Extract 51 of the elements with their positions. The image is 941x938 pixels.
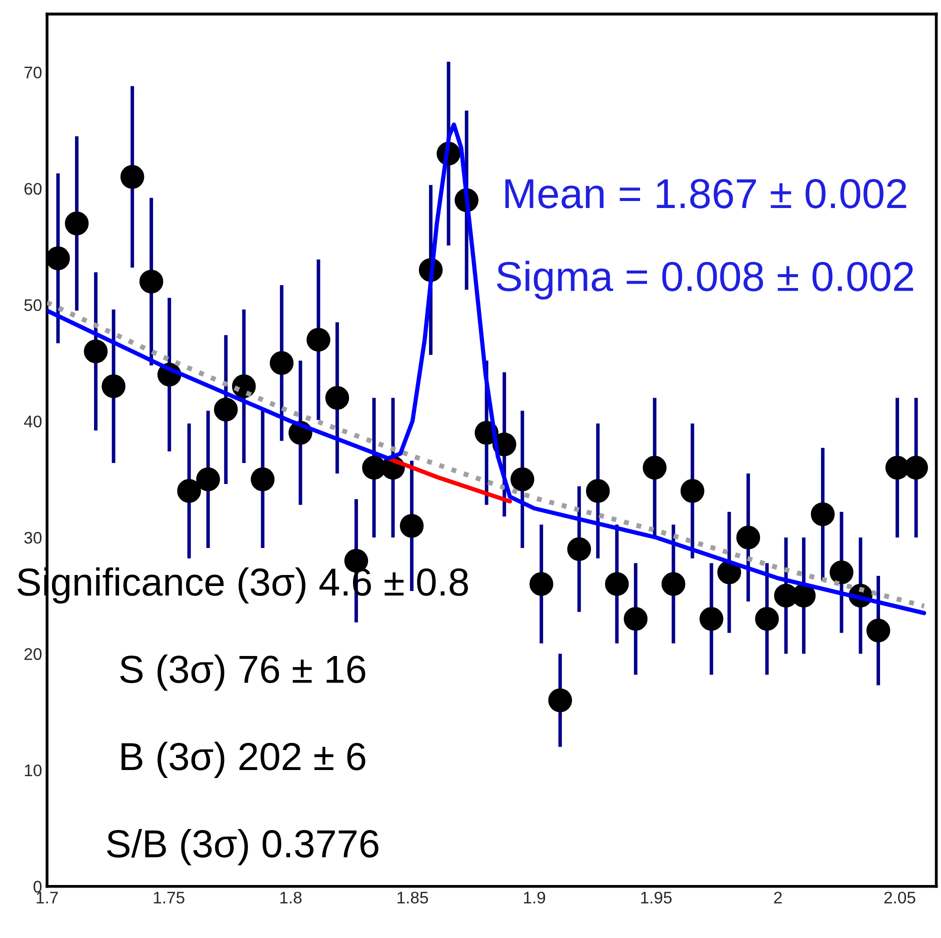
x-tick-label: 1.8 [280,892,302,904]
point [214,398,238,422]
x-tick-label: 1.85 [398,892,428,904]
point [810,502,835,526]
point [139,270,164,294]
point [47,246,70,270]
y-tick-label: 0 [34,880,42,893]
annotation: S (3σ) 76 ± 16 [120,654,366,691]
point [510,467,534,492]
x-tick-label: 1.7 [36,892,58,904]
point [196,467,220,492]
point [605,572,629,596]
point [325,386,350,410]
point [306,328,330,352]
x-tick-label: 1.95 [641,892,672,904]
point [642,456,667,480]
point [700,607,724,631]
annotation: Sigma = 0.008 ± 0.002 [496,260,914,300]
point [830,560,854,584]
annotation: Mean = 1.867 ± 0.002 [505,178,906,208]
annotation: B (3σ) 202 ± 6 [122,742,366,778]
y-tick-label: 40 [24,416,42,428]
point [662,572,686,596]
x-tick-label: 1.75 [154,892,184,904]
y-tick-label: 20 [24,648,42,660]
point [270,351,294,375]
point [529,572,554,596]
point [736,526,760,550]
annotation: S/B (3σ) 0.3776 [107,829,378,866]
x-tick-label: 2.05 [884,892,916,904]
x-tick-label: 2 [774,892,782,904]
point [586,479,610,503]
point [755,607,779,631]
point [680,479,704,503]
y-tick-label: 10 [24,764,42,776]
point [250,467,275,492]
point [102,374,126,398]
point [177,479,201,503]
point [120,165,144,189]
y-tick-label: 50 [24,299,42,312]
point [866,618,890,642]
y-tick-label: 70 [24,66,42,78]
point [548,688,572,712]
y-tick-label: 30 [24,532,42,544]
x-tick-label: 1.9 [524,892,546,904]
point [567,537,592,561]
point [400,514,424,538]
y-tick-label: 60 [24,182,42,195]
point [64,212,89,236]
point [624,607,648,631]
point [84,339,108,364]
